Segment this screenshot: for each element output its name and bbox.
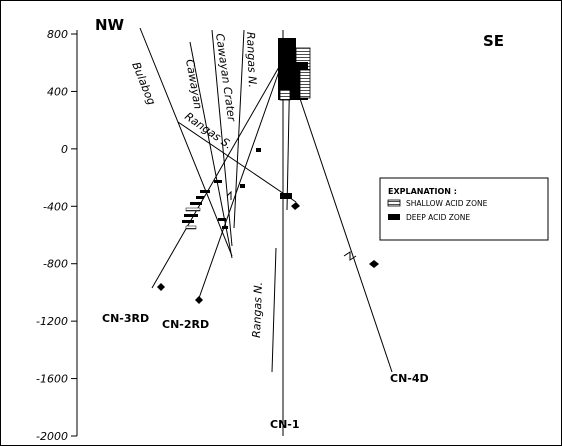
- acid-zones-lower: [157, 148, 379, 304]
- y-tick-label: -400: [43, 200, 68, 213]
- y-tick-label: -2000: [36, 430, 68, 443]
- legend-swatch-shallow: [387, 199, 401, 207]
- well-marker-cn-2rd: [195, 296, 203, 304]
- well-marker-cn-1b: [291, 202, 300, 210]
- legend: EXPLANATION : SHALLOW ACID ZONE DEEP ACI…: [379, 177, 549, 241]
- well-traces: [151, 30, 393, 436]
- well-label-cn-2rd: CN-2RD: [162, 318, 209, 331]
- legend-label-deep: DEEP ACID ZONE: [406, 213, 470, 222]
- fault-rangas-n-upper: [233, 29, 245, 229]
- fault-label-rangas-n-upper: Rangas N.: [244, 32, 259, 88]
- fault-bulabog: [139, 27, 233, 257]
- well-cn-3rd-trace: [151, 59, 284, 289]
- legend-title: EXPLANATION :: [388, 187, 457, 196]
- legend-box: [379, 177, 549, 241]
- fault-rangas-s: [177, 121, 297, 203]
- well-cn-2rd-trace: [197, 59, 284, 302]
- well-label-cn-3rd: CN-3RD: [102, 312, 149, 325]
- fault-label-bulabog: Bulabog: [129, 60, 158, 107]
- well-offsets: [226, 190, 357, 261]
- y-tick-label: 800: [47, 28, 68, 41]
- acid-zones-upper: [278, 38, 311, 101]
- fault-label-cawayan: Cawayan: [183, 58, 205, 110]
- fault-rangas-n-lower: [271, 247, 277, 373]
- legend-swatch-deep: [388, 214, 400, 220]
- se-label: SE: [483, 32, 504, 50]
- y-tick-label: 400: [47, 85, 68, 98]
- y-tick-label: -1600: [36, 373, 68, 386]
- fault-cawayan-crater: [211, 29, 233, 247]
- well-label-cn-4d: CN-4D: [390, 372, 429, 385]
- legend-label-shallow: SHALLOW ACID ZONE: [406, 199, 488, 208]
- well-label-cn-1: CN-1: [270, 418, 300, 431]
- y-tick-label: -1200: [36, 315, 68, 328]
- y-tick-label: -800: [43, 258, 68, 271]
- well-marker-cn-4d: [369, 260, 379, 268]
- well-cn-4d-trace: [286, 59, 393, 373]
- y-axis: 800 400 0 -400 -800 -1200 -1600 -2000: [36, 28, 78, 443]
- y-tick-label: 0: [61, 143, 68, 156]
- well-marker-cn-3rd: [157, 283, 165, 291]
- fault-lines: [139, 27, 297, 373]
- fault-label-rangas-n-lower: Rangas N.: [250, 282, 265, 338]
- nw-label: NW: [95, 16, 125, 34]
- fault-cawayan: [189, 41, 233, 259]
